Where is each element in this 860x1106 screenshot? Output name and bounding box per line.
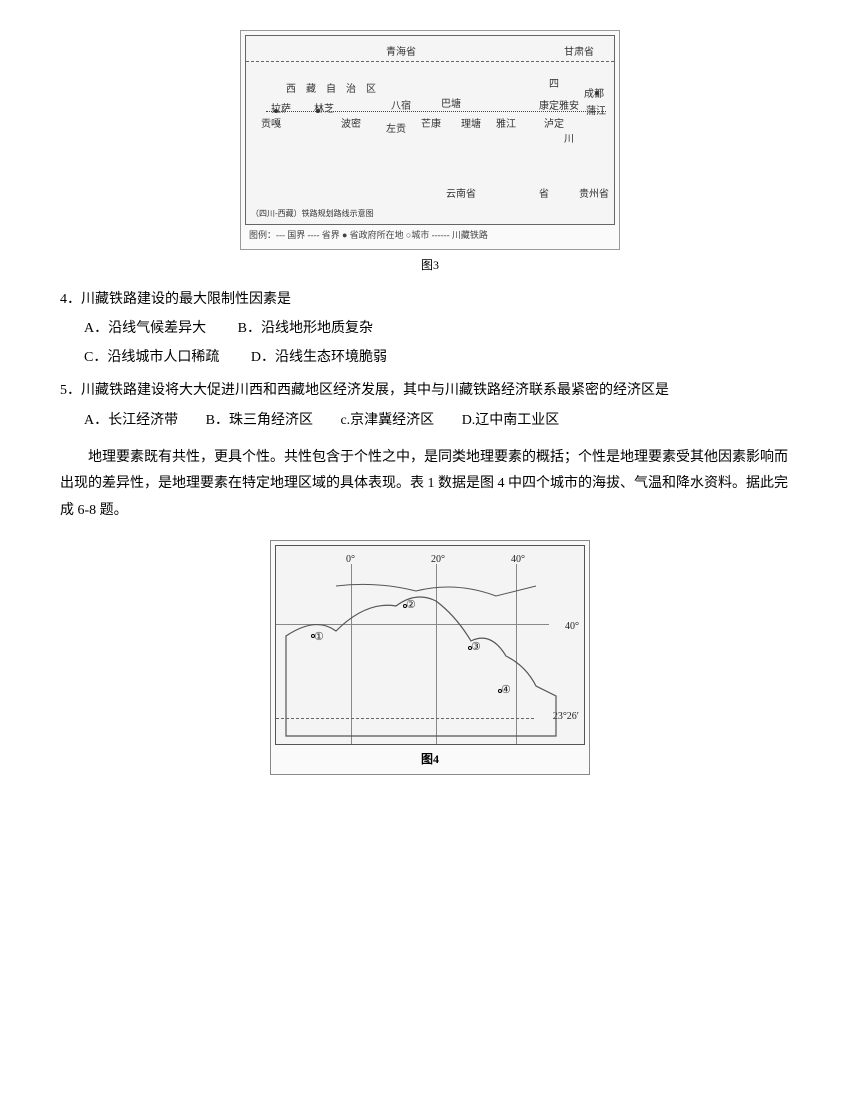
map1-image: 青海省 甘肃省 西藏自治区 四 成都 拉萨 林芝 八宿 巴塘 康定雅安 贡嘎 波… (245, 35, 615, 225)
q5-text: 川藏铁路建设将大大促进川西和西藏地区经济发展，其中与川藏铁路经济联系最紧密的经济… (81, 383, 669, 398)
label-qinghai: 青海省 (386, 44, 416, 62)
label-pujiang: 蒲江 (586, 103, 606, 121)
q5-option-b: B．珠三角经济区 (206, 408, 313, 433)
figure3-caption: 图3 (60, 255, 800, 277)
label-litang: 理塘 (461, 116, 481, 134)
point-2: ② (406, 596, 416, 616)
city-dot (595, 91, 599, 95)
label-sheng: 省 (539, 186, 549, 204)
label-mangkang: 芒康 (421, 116, 441, 134)
label-xizang: 西藏自治区 (286, 81, 386, 99)
point-1: ① (314, 628, 324, 648)
map1-container: 青海省 甘肃省 西藏自治区 四 成都 拉萨 林芝 八宿 巴塘 康定雅安 贡嘎 波… (240, 30, 620, 250)
label-gansu: 甘肃省 (564, 44, 594, 62)
q4-option-d: D．沿线生态环境脆弱 (251, 345, 387, 370)
label-chengdu: 成都 (584, 86, 604, 104)
q4-option-a: A．沿线气候差异大 (84, 316, 206, 341)
q5-option-c: c.京津冀经济区 (340, 408, 434, 433)
label-chuan: 川 (564, 131, 574, 149)
city-1 (311, 634, 315, 638)
q5-options: A．长江经济带 B．珠三角经济区 c.京津冀经济区 D.辽中南工业区 (84, 408, 800, 433)
label-yajiang: 雅江 (496, 116, 516, 134)
question-4: 4．川藏铁路建设的最大限制性因素是 A．沿线气候差异大 B．沿线地形地质复杂 C… (60, 287, 800, 371)
q4-text: 川藏铁路建设的最大限制性因素是 (81, 292, 291, 307)
label-yunnan: 云南省 (446, 186, 476, 204)
label-gongga: 贡嘎 (261, 116, 281, 134)
map1-legend: 图例：--- 国界 ---- 省界 ● 省政府所在地 ○城市 ------ 川藏… (245, 225, 615, 245)
passage-text: 地理要素既有共性，更具个性。共性包含于个性之中，是同类地理要素的概括；个性是地理… (60, 445, 800, 525)
point-4: ④ (501, 681, 511, 701)
city-4 (498, 689, 502, 693)
point-3: ③ (471, 638, 481, 658)
label-sichuan: 四 (549, 76, 559, 94)
map1-title: （四川-西藏）铁路规划路线示意图 (251, 207, 374, 221)
label-bomi: 波密 (341, 116, 361, 134)
label-zuogong: 左贡 (386, 121, 406, 139)
q5-option-d: D.辽中南工业区 (462, 408, 560, 433)
question-5: 5．川藏铁路建设将大大促进川西和西藏地区经济发展，其中与川藏铁路经济联系最紧密的… (60, 378, 800, 432)
city-dot (316, 109, 320, 113)
q4-number: 4． (60, 292, 81, 307)
label-kangding: 康定雅安 (539, 98, 579, 116)
q4-option-c: C．沿线城市人口稀疏 (84, 345, 219, 370)
city-2 (403, 604, 407, 608)
q4-option-b: B．沿线地形地质复杂 (238, 316, 373, 341)
label-basu: 八宿 (391, 98, 411, 116)
city-dot (274, 109, 278, 113)
q4-options: A．沿线气候差异大 B．沿线地形地质复杂 C．沿线城市人口稀疏 D．沿线生态环境… (84, 316, 800, 370)
city-3 (468, 646, 472, 650)
label-guizhou: 贵州省 (579, 186, 609, 204)
q5-option-a: A．长江经济带 (84, 408, 178, 433)
map2-image: 0° 20° 40° 40° 23°26′ ① ② ③ ④ (275, 545, 585, 745)
q5-number: 5． (60, 383, 81, 398)
figure4-caption: 图4 (275, 749, 585, 771)
map2-container: 0° 20° 40° 40° 23°26′ ① ② ③ ④ 图4 (270, 540, 590, 776)
label-luding: 泸定 (544, 116, 564, 134)
border-line (246, 61, 614, 62)
